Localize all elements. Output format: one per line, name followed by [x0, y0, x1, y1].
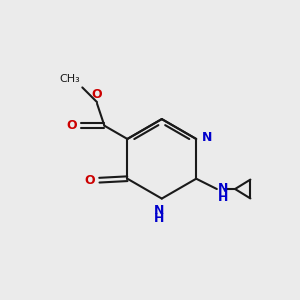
Text: N: N: [154, 204, 164, 217]
Text: CH₃: CH₃: [59, 74, 80, 85]
Text: O: O: [92, 88, 102, 101]
Text: N: N: [202, 131, 212, 144]
Text: H: H: [218, 191, 228, 204]
Text: N: N: [218, 182, 228, 195]
Text: O: O: [67, 119, 77, 132]
Text: H: H: [154, 212, 164, 225]
Text: O: O: [84, 174, 95, 187]
